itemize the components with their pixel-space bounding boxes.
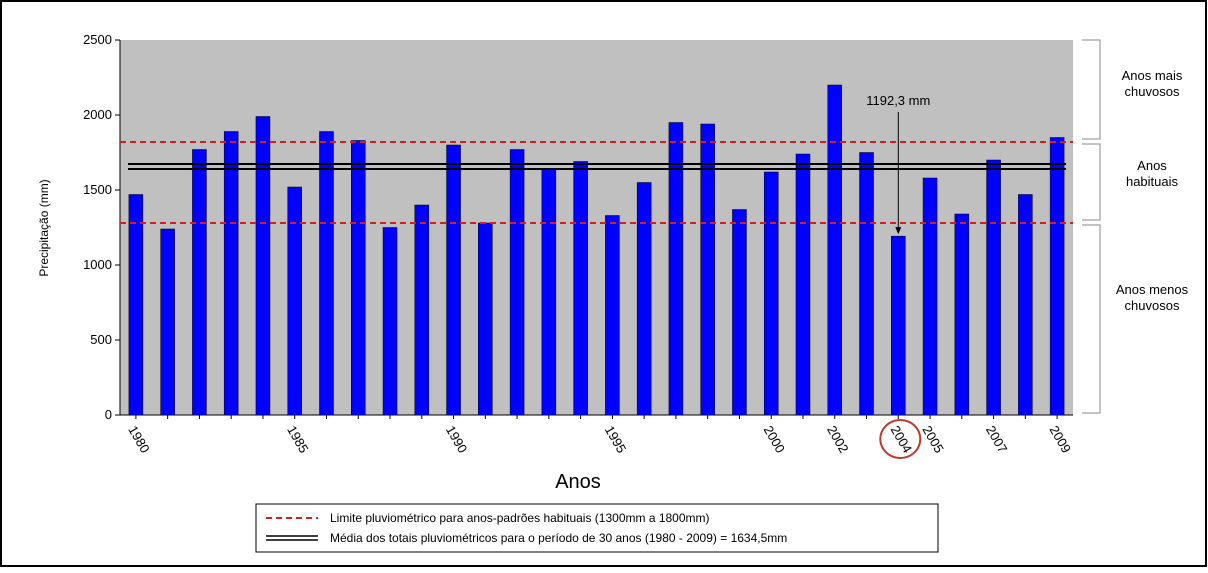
legend-label: Média dos totais pluviométricos para o p… xyxy=(330,531,787,545)
bar xyxy=(541,168,557,416)
bar xyxy=(573,161,588,416)
bar xyxy=(255,116,271,416)
bar xyxy=(1049,137,1065,416)
bar xyxy=(954,213,970,416)
x-axis-title: Anos xyxy=(555,471,601,493)
y-tick-label: 500 xyxy=(90,332,112,347)
bar xyxy=(636,182,652,416)
bar xyxy=(382,227,398,416)
arrow-head xyxy=(895,227,902,235)
bar xyxy=(827,84,842,416)
bar xyxy=(922,177,938,416)
highlight xyxy=(879,419,922,459)
bar xyxy=(128,194,144,416)
bracket xyxy=(1082,224,1101,414)
band-label: Anos mais chuvosos xyxy=(1122,68,1183,99)
y-axis-title: Precipitação (mm) xyxy=(37,179,51,276)
bar xyxy=(732,209,747,416)
bar xyxy=(478,222,493,416)
bar xyxy=(192,149,207,416)
bracket xyxy=(1082,143,1101,221)
bar xyxy=(509,149,525,416)
bar xyxy=(986,159,1001,416)
bar xyxy=(223,131,239,416)
plot-area xyxy=(120,40,1073,415)
legend-box xyxy=(255,503,939,553)
y-tick-label: 2000 xyxy=(83,107,112,122)
bar xyxy=(351,140,366,416)
bar xyxy=(319,131,334,416)
bar xyxy=(414,204,430,416)
y-tick-label: 1500 xyxy=(83,182,112,197)
bar xyxy=(1018,194,1033,416)
value-label: 1192,3 mm xyxy=(866,93,930,108)
bar xyxy=(859,152,874,416)
legend-label: Limite pluviométrico para anos-padrões h… xyxy=(330,511,710,525)
bar xyxy=(700,123,715,416)
bar xyxy=(668,122,684,416)
y-tick-label: 0 xyxy=(105,407,112,422)
bracket xyxy=(1082,39,1101,140)
bar xyxy=(446,144,461,416)
bar xyxy=(605,215,620,416)
bar xyxy=(763,171,779,416)
bar xyxy=(287,186,302,416)
bar xyxy=(891,235,906,416)
band-label: Anos menos chuvosos xyxy=(1116,282,1189,313)
band-label: Anos habituais xyxy=(1126,158,1179,189)
y-tick-label: 2500 xyxy=(83,32,112,47)
bar xyxy=(795,153,811,416)
y-tick-label: 1000 xyxy=(83,257,112,272)
bar xyxy=(160,228,175,416)
